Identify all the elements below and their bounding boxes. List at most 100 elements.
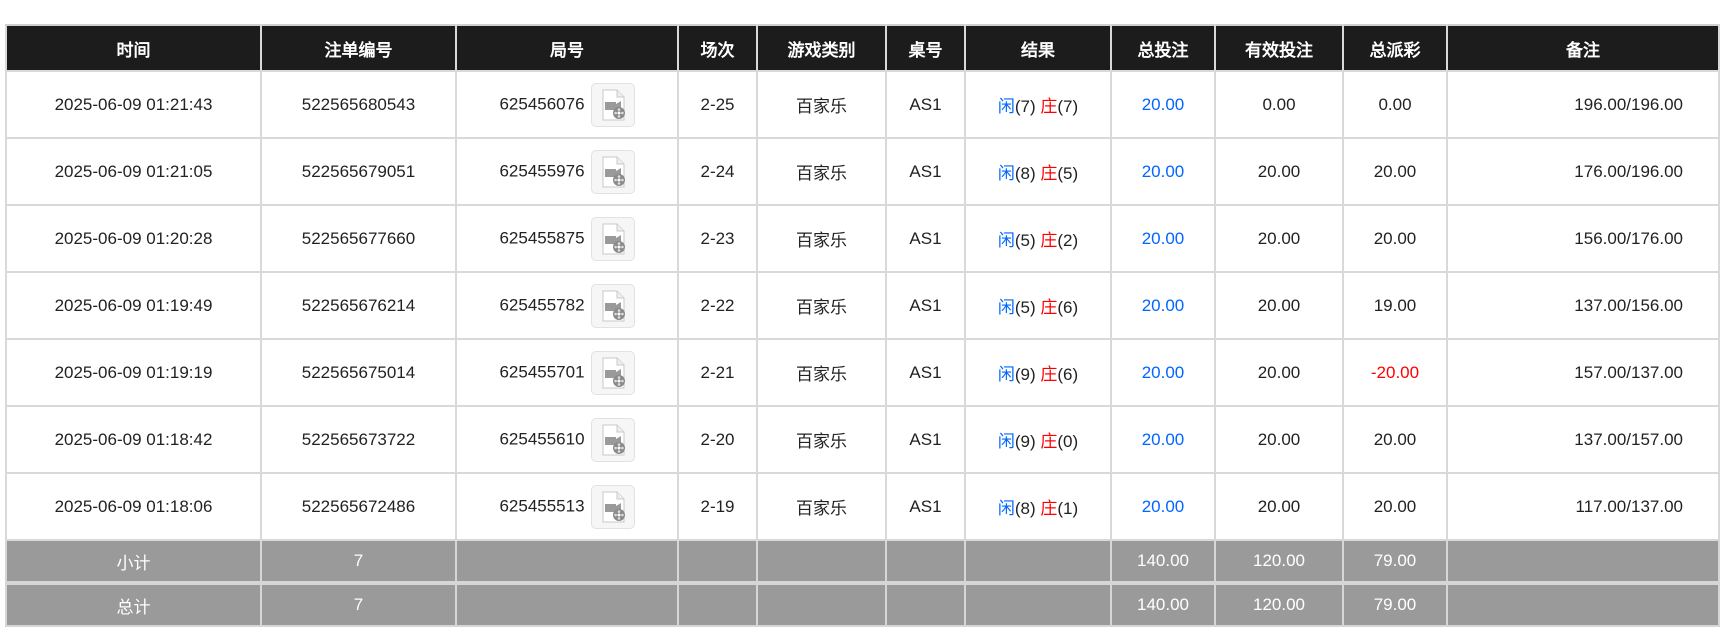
cell-game-type: 百家乐 xyxy=(756,338,887,407)
round-id-text: 625455976 xyxy=(499,160,585,180)
player-label: 闲 xyxy=(997,365,1015,384)
player-score: (8) xyxy=(1014,499,1036,518)
cell-time: 2025-06-09 01:21:05 xyxy=(5,137,262,206)
subtotal-row: 小计 7 140.00 120.00 79.00 xyxy=(5,539,1720,584)
banker-score: (1) xyxy=(1057,499,1079,518)
table-header-row: 时间 注单编号 局号 场次 游戏类别 桌号 结果 总投注 有效投注 总派彩 备注 xyxy=(5,24,1720,72)
total-row: 总计 7 140.00 120.00 79.00 xyxy=(5,581,1720,627)
video-file-icon[interactable] xyxy=(590,350,635,395)
table-row: 2025-06-09 01:19:49 522565676214 625455782… xyxy=(5,271,1720,340)
subtotal-payout: 79.00 xyxy=(1342,539,1448,584)
cell-total-payout: 20.00 xyxy=(1342,405,1448,474)
cell-table-no: AS1 xyxy=(885,338,966,407)
cell-result: 闲(8) 庄(5) xyxy=(964,137,1112,206)
player-label: 闲 xyxy=(997,164,1015,183)
video-file-icon[interactable] xyxy=(590,149,635,194)
player-score: (9) xyxy=(1014,365,1036,384)
cell-time: 2025-06-09 01:18:06 xyxy=(5,472,262,541)
banker-label: 庄 xyxy=(1040,231,1058,250)
total-label: 总计 xyxy=(5,581,262,627)
cell-round-id: 625455875 xyxy=(455,204,679,273)
subtotal-total-bet: 140.00 xyxy=(1110,539,1216,584)
table-row: 2025-06-09 01:20:28 522565677660 625455875… xyxy=(5,204,1720,273)
cell-round-id: 625455513 xyxy=(455,472,679,541)
round-id-text: 625455610 xyxy=(499,428,585,448)
column-header-game-type: 游戏类别 xyxy=(756,24,887,72)
cell-total-payout: 19.00 xyxy=(1342,271,1448,340)
cell-round-id: 625455782 xyxy=(455,271,679,340)
player-label: 闲 xyxy=(997,298,1015,317)
cell-session: 2-24 xyxy=(677,137,758,206)
banker-score: (7) xyxy=(1057,97,1079,116)
cell-result: 闲(5) 庄(2) xyxy=(964,204,1112,273)
cell-total-bet: 20.00 xyxy=(1110,472,1216,541)
bet-records-table: 时间 注单编号 局号 场次 游戏类别 桌号 结果 总投注 有效投注 总派彩 备注 2025-06-0… xyxy=(5,24,1720,627)
cell-valid-bet: 20.00 xyxy=(1214,405,1344,474)
player-label: 闲 xyxy=(997,499,1015,518)
banker-label: 庄 xyxy=(1040,365,1058,384)
banker-label: 庄 xyxy=(1040,499,1058,518)
player-label: 闲 xyxy=(997,97,1015,116)
total-total-bet: 140.00 xyxy=(1110,581,1216,627)
cell-remark: 117.00/137.00 xyxy=(1446,472,1720,541)
cell-time: 2025-06-09 01:18:42 xyxy=(5,405,262,474)
cell-game-type: 百家乐 xyxy=(756,204,887,273)
cell-total-payout: 0.00 xyxy=(1342,70,1448,139)
banker-score: (6) xyxy=(1057,298,1079,317)
banker-score: (6) xyxy=(1057,365,1079,384)
cell-bet-id: 522565676214 xyxy=(260,271,457,340)
cell-remark: 137.00/156.00 xyxy=(1446,271,1720,340)
round-id-text: 625455701 xyxy=(499,361,585,381)
total-payout: 79.00 xyxy=(1342,581,1448,627)
cell-valid-bet: 20.00 xyxy=(1214,338,1344,407)
round-id-text: 625455875 xyxy=(499,227,585,247)
banker-label: 庄 xyxy=(1040,432,1058,451)
cell-valid-bet: 20.00 xyxy=(1214,137,1344,206)
cell-total-payout: 20.00 xyxy=(1342,472,1448,541)
cell-result: 闲(5) 庄(6) xyxy=(964,271,1112,340)
cell-round-id: 625455976 xyxy=(455,137,679,206)
video-file-icon[interactable] xyxy=(590,417,635,462)
banker-score: (0) xyxy=(1057,432,1079,451)
round-id-text: 625455513 xyxy=(499,495,585,515)
video-file-icon[interactable] xyxy=(590,484,635,529)
table-row: 2025-06-09 01:21:43 522565680543 625456076… xyxy=(5,70,1720,139)
cell-valid-bet: 20.00 xyxy=(1214,204,1344,273)
round-id-text: 625456076 xyxy=(499,93,585,113)
cell-table-no: AS1 xyxy=(885,472,966,541)
cell-bet-id: 522565677660 xyxy=(260,204,457,273)
cell-result: 闲(7) 庄(7) xyxy=(964,70,1112,139)
subtotal-count: 7 xyxy=(260,539,457,584)
cell-round-id: 625456076 xyxy=(455,70,679,139)
video-file-icon[interactable] xyxy=(590,283,635,328)
cell-time: 2025-06-09 01:20:28 xyxy=(5,204,262,273)
banker-label: 庄 xyxy=(1040,97,1058,116)
cell-result: 闲(8) 庄(1) xyxy=(964,472,1112,541)
cell-table-no: AS1 xyxy=(885,137,966,206)
video-file-icon[interactable] xyxy=(590,216,635,261)
video-file-icon[interactable] xyxy=(590,82,635,127)
cell-valid-bet: 20.00 xyxy=(1214,472,1344,541)
cell-bet-id: 522565680543 xyxy=(260,70,457,139)
cell-session: 2-19 xyxy=(677,472,758,541)
cell-bet-id: 522565675014 xyxy=(260,338,457,407)
cell-table-no: AS1 xyxy=(885,271,966,340)
cell-time: 2025-06-09 01:19:49 xyxy=(5,271,262,340)
cell-table-no: AS1 xyxy=(885,70,966,139)
cell-total-payout: -20.00 xyxy=(1342,338,1448,407)
cell-session: 2-21 xyxy=(677,338,758,407)
cell-game-type: 百家乐 xyxy=(756,472,887,541)
cell-valid-bet: 0.00 xyxy=(1214,70,1344,139)
cell-table-no: AS1 xyxy=(885,204,966,273)
cell-remark: 196.00/196.00 xyxy=(1446,70,1720,139)
cell-total-bet: 20.00 xyxy=(1110,338,1216,407)
cell-bet-id: 522565672486 xyxy=(260,472,457,541)
table-row: 2025-06-09 01:18:42 522565673722 625455610… xyxy=(5,405,1720,474)
cell-remark: 176.00/196.00 xyxy=(1446,137,1720,206)
cell-remark: 137.00/157.00 xyxy=(1446,405,1720,474)
player-score: (9) xyxy=(1014,432,1036,451)
cell-session: 2-23 xyxy=(677,204,758,273)
cell-session: 2-20 xyxy=(677,405,758,474)
table-row: 2025-06-09 01:19:19 522565675014 625455701… xyxy=(5,338,1720,407)
column-header-round-id: 局号 xyxy=(455,24,679,72)
